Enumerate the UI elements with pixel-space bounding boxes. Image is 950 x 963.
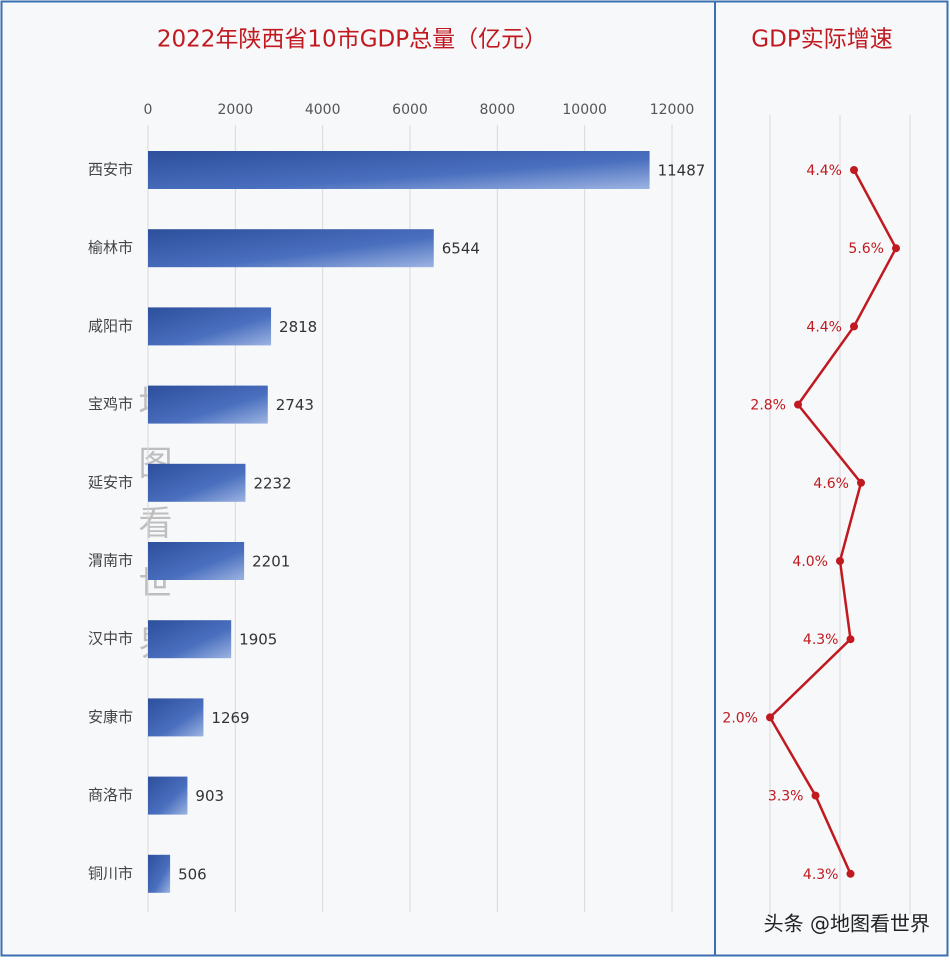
bar: [148, 776, 188, 815]
bar: [148, 542, 245, 580]
y-tick-label: 榆林市: [88, 239, 133, 257]
x-tick-label: 8000: [480, 102, 516, 118]
bar: [148, 385, 268, 424]
bar: [148, 620, 232, 659]
data-label: 2.8%: [750, 398, 786, 414]
y-tick-label: 延安市: [88, 473, 133, 491]
data-label: 2.0%: [722, 710, 758, 726]
data-label: 506: [178, 865, 207, 883]
y-tick-label: 商洛市: [88, 786, 133, 804]
y-tick-label: 汉中市: [88, 630, 133, 648]
data-label: 2232: [253, 474, 291, 492]
data-label: 1905: [239, 631, 277, 649]
data-label: 3.3%: [768, 789, 804, 805]
data-label: 4.4%: [806, 319, 842, 335]
data-label: 5.6%: [848, 241, 884, 257]
data-label: 903: [195, 787, 224, 805]
y-tick-label: 安康市: [88, 708, 133, 726]
chart-title: GDP实际增速: [751, 27, 892, 53]
bar: [148, 698, 204, 737]
y-tick-label: 铜川市: [88, 864, 133, 882]
data-label: 4.3%: [803, 632, 839, 648]
data-label: 1269: [211, 709, 249, 727]
x-tick-label: 10000: [562, 102, 607, 118]
credit: 头条 @地图看世界: [764, 912, 930, 936]
point: [846, 635, 855, 644]
x-tick-label: 12000: [650, 102, 695, 118]
point: [846, 869, 855, 878]
bar: [148, 307, 272, 346]
x-tick-label: 6000: [392, 102, 428, 118]
data-label: 4.4%: [806, 163, 842, 179]
point: [766, 713, 774, 722]
x-tick-label: 0: [144, 102, 153, 118]
bar: [148, 854, 171, 893]
data-label: 2818: [279, 318, 317, 336]
point: [857, 478, 865, 487]
point: [850, 166, 858, 174]
line: [768, 169, 898, 875]
x-tick-label: 4000: [305, 102, 341, 118]
point: [850, 322, 858, 331]
data-label: 4.0%: [792, 554, 828, 570]
point: [794, 400, 802, 409]
data-label: 11487: [658, 162, 706, 180]
point: [836, 557, 844, 565]
data-label: 4.6%: [813, 476, 849, 492]
y-tick-label: 咸阳市: [88, 317, 133, 335]
point: [892, 244, 900, 253]
data-label: 4.3%: [803, 867, 839, 883]
y-tick-label: 西安市: [88, 161, 133, 179]
bar: [148, 151, 650, 189]
x-tick-label: 2000: [218, 102, 254, 118]
bar: [148, 229, 434, 268]
data-label: 6544: [442, 240, 480, 258]
data-label: 2201: [252, 553, 290, 571]
chart-title: 2022年陕西省10市GDP总量（亿元）: [157, 27, 547, 53]
data-label: 2743: [276, 396, 314, 414]
y-tick-label: 宝鸡市: [88, 395, 133, 413]
point: [811, 791, 820, 800]
bar: [148, 463, 246, 502]
y-tick-label: 渭南市: [88, 552, 133, 570]
